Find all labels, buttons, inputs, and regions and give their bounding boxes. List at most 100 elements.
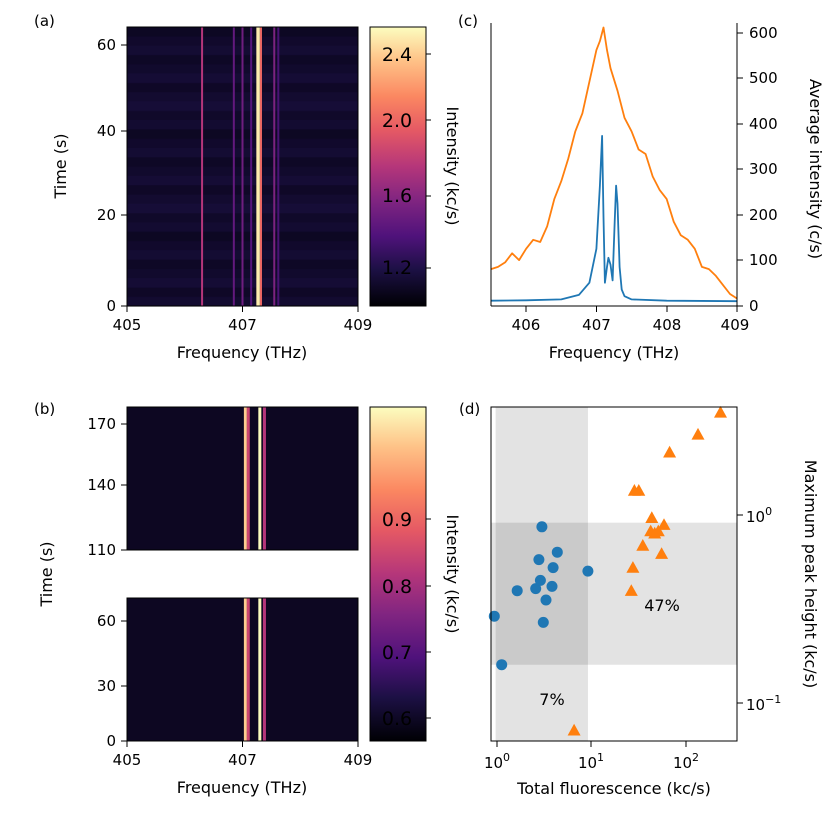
c-xlabel: Frequency (THz) (549, 343, 679, 362)
heatmap-b-line (246, 598, 250, 741)
series-line-orange (490, 26, 738, 300)
b-ylabel: Time (s) (37, 541, 56, 607)
colorbar-b-tick: 0.9 (382, 509, 412, 531)
c-xtick: 407 (582, 316, 611, 334)
data-point-blue (536, 521, 548, 533)
data-point-orange (663, 445, 677, 458)
c-ytick: 400 (749, 115, 778, 133)
heatmap-b-line (258, 407, 262, 550)
shaded-band-horizontal (491, 522, 737, 665)
heatmap-a (127, 27, 358, 307)
b-xtick: 409 (344, 751, 373, 769)
data-point-blue (533, 554, 545, 566)
heatmap-b-line (258, 598, 262, 741)
data-point-blue (530, 583, 542, 595)
b-ytick-top: 170 (87, 415, 116, 433)
b-ytick-bottom: 0 (106, 732, 116, 750)
a-xtick: 405 (113, 316, 142, 334)
colorbar-b (369, 406, 427, 742)
b-ytick-top: 110 (87, 541, 116, 559)
data-point-orange (691, 427, 705, 440)
heatmap-b-line (246, 407, 250, 550)
heatmap-a-line (241, 27, 244, 306)
c-ylabel: Average intensity (c/s) (806, 79, 825, 259)
colorbar-b-tick: 0.7 (382, 642, 412, 664)
panel-d: (d) 100 101 102 Total fluorescence (kc/s… (459, 400, 820, 798)
heatmap-a-line (256, 27, 260, 306)
data-point-orange (567, 723, 581, 736)
d-xtick: 100 (484, 751, 510, 772)
heatmap-b-line (262, 407, 266, 550)
data-point-orange (655, 547, 669, 559)
data-point-blue (551, 546, 563, 558)
c-ytick: 100 (749, 251, 778, 269)
heatmap-a-line (232, 27, 235, 306)
colorbar-b-label: Intensity (kc/s) (443, 515, 462, 634)
a-ytick: 60 (97, 36, 116, 54)
c-ytick: 0 (749, 297, 759, 315)
data-point-blue (540, 594, 552, 606)
colorbar-b-tick: 0.8 (382, 576, 412, 598)
data-point-blue (534, 574, 546, 586)
heatmap-b (127, 407, 358, 741)
colorbar-a-label: Intensity (kc/s) (443, 107, 462, 226)
d-xtick: 102 (673, 751, 699, 772)
b-xtick: 407 (228, 751, 257, 769)
series-line-blue (490, 134, 738, 303)
c-xtick: 406 (512, 316, 541, 334)
heatmap-a-line (259, 27, 262, 306)
data-point-orange (624, 584, 638, 596)
data-point-blue (582, 565, 594, 577)
data-point-orange (651, 524, 665, 537)
b-ytick-bottom: 30 (97, 677, 116, 695)
a-ytick: 20 (97, 206, 116, 224)
scatter-d (488, 405, 737, 741)
data-point-orange (657, 518, 671, 530)
c-ytick: 200 (749, 206, 778, 224)
annotation-orange: 47% (644, 596, 680, 615)
a-ytick: 0 (106, 297, 116, 315)
heatmap-b-background (127, 598, 358, 741)
heatmap-a-line (273, 27, 276, 306)
c-ytick: 500 (749, 69, 778, 87)
c-xtick: 408 (653, 316, 682, 334)
panel-c: (c) 406 407 408 409 Frequency (THz) 0 10… (458, 12, 825, 362)
data-point-blue (488, 610, 500, 622)
b-ytick-top: 140 (87, 476, 116, 494)
scatter-d-frame (490, 406, 738, 742)
colorbar-a-tick: 1.2 (382, 257, 412, 279)
heatmap-a-line (277, 27, 280, 306)
data-point-orange (714, 405, 727, 418)
colorbar-b-tick: 0.6 (382, 708, 412, 730)
panel-b-label: (b) (34, 400, 55, 418)
data-point-blue (537, 616, 549, 628)
colorbar-a-tick: 2.0 (382, 110, 412, 132)
panel-b: (b) 110 140 170 0 30 60 405 407 409 Freq… (34, 400, 462, 797)
d-ylabel: Maximum peak height (kc/s) (801, 460, 820, 688)
a-xtick: 407 (228, 316, 257, 334)
heatmap-a-line (250, 27, 253, 306)
panel-d-label: (d) (459, 400, 480, 418)
data-point-blue (511, 585, 523, 597)
data-point-orange (636, 539, 650, 551)
panel-a-label: (a) (34, 12, 55, 30)
c-xtick: 409 (721, 316, 750, 334)
b-xlabel: Frequency (THz) (177, 778, 307, 797)
a-ylabel: Time (s) (51, 133, 70, 199)
data-point-blue (496, 659, 508, 671)
d-xtick: 101 (578, 751, 604, 772)
line-chart-c (490, 26, 738, 303)
a-ytick: 40 (97, 122, 116, 140)
heatmap-a-line (201, 27, 204, 306)
shaded-band-vertical (495, 407, 588, 741)
data-point-blue (547, 562, 559, 574)
b-ytick-bottom: 60 (97, 612, 116, 630)
heatmap-b-background (127, 407, 358, 550)
heatmap-b-line (243, 598, 247, 741)
a-xlabel: Frequency (THz) (177, 343, 307, 362)
data-point-orange (626, 561, 640, 573)
heatmap-b-line (243, 407, 247, 550)
data-point-blue (546, 580, 558, 592)
colorbar-a-tick: 1.6 (382, 185, 412, 207)
